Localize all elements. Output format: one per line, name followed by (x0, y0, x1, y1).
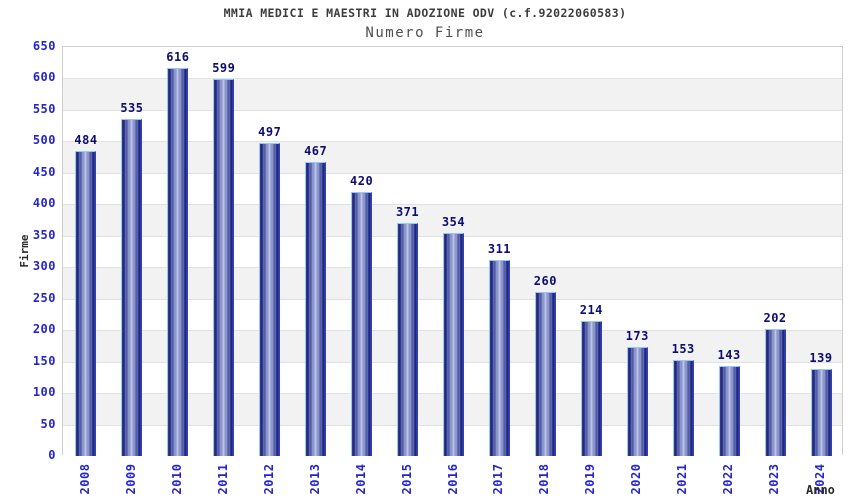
bar-value-label: 202 (763, 310, 787, 325)
y-tick-label: 50 (40, 417, 56, 431)
plot-band (63, 172, 842, 205)
y-tick-label: 150 (32, 354, 56, 368)
bar-value-label: 139 (809, 350, 833, 365)
x-tick-label: 2023 (767, 463, 782, 495)
y-tick-label: 600 (32, 70, 56, 84)
bar-2019 (580, 321, 602, 456)
plot-band (63, 204, 842, 236)
y-tick-label: 200 (32, 322, 56, 336)
gridline (63, 173, 842, 174)
bar-value-label: 260 (533, 274, 557, 289)
x-tick-label: 2022 (721, 463, 736, 495)
y-tick-label: 300 (32, 259, 56, 273)
x-tick-label: 2017 (491, 463, 506, 495)
bar-2022 (718, 366, 740, 456)
chart-subtitle: Numero Firme (365, 25, 485, 41)
bar-value-label: 371 (395, 204, 420, 219)
x-tick-label: 2014 (353, 463, 368, 495)
x-tick-label: 2008 (77, 463, 92, 495)
bar-value-label: 599 (212, 61, 236, 76)
bar-value-label: 143 (717, 348, 741, 363)
chart-title: MMIA MEDICI E MAESTRI IN ADOZIONE ODV (c… (223, 6, 627, 20)
bar-2009 (121, 119, 143, 456)
bar-2014 (351, 191, 373, 456)
x-tick-label: 2009 (123, 463, 138, 495)
x-tick-label: 2010 (169, 463, 184, 495)
bar-value-label: 497 (258, 125, 282, 140)
x-tick-label: 2013 (307, 463, 322, 495)
plot-band (63, 78, 842, 110)
bar-value-label: 311 (487, 242, 512, 257)
bar-2018 (534, 292, 556, 456)
bar-2016 (443, 233, 464, 456)
gridline (63, 204, 842, 205)
bar-value-label: 484 (74, 133, 98, 148)
y-tick-label: 250 (32, 291, 56, 305)
x-axis-title: Anno (806, 483, 835, 497)
plot-band (63, 141, 842, 173)
bar-2012 (259, 143, 281, 456)
x-tick-label: 2021 (675, 463, 690, 495)
x-tick-label: 2018 (537, 463, 552, 495)
bar-value-label: 535 (120, 101, 144, 116)
y-tick-label: 100 (32, 385, 56, 399)
bar-value-label: 616 (166, 50, 190, 65)
x-tick-label: 2016 (445, 463, 460, 495)
y-tick-label: 650 (32, 39, 56, 53)
plot-band (63, 47, 842, 79)
y-tick-label: 450 (32, 165, 56, 179)
x-tick-label: 2012 (261, 463, 276, 495)
x-tick-label: 2011 (215, 463, 230, 495)
y-tick-label: 350 (32, 228, 56, 242)
bar-2015 (397, 222, 419, 456)
bar-2024 (810, 368, 832, 456)
bar-2011 (213, 79, 235, 456)
bar-2017 (488, 260, 510, 456)
x-tick-label: 2020 (629, 463, 644, 495)
bar-2008 (75, 151, 97, 456)
plot-band (63, 109, 842, 142)
bar-value-label: 173 (625, 329, 649, 344)
y-tick-label: 550 (32, 102, 56, 116)
bar-value-label: 354 (441, 215, 466, 230)
bar-2021 (672, 359, 694, 456)
y-tick-label: 500 (32, 133, 56, 147)
bar-2020 (626, 347, 648, 456)
gridline (63, 110, 842, 111)
x-tick-label: 2019 (583, 463, 598, 495)
y-tick-label: 0 (48, 448, 56, 462)
bar-value-label: 214 (579, 303, 603, 318)
bar-value-label: 420 (350, 173, 374, 188)
bar-value-label: 153 (671, 341, 695, 356)
gridline (63, 141, 842, 142)
bar-2013 (305, 162, 327, 456)
gridline (63, 78, 842, 79)
plot-area: 484 535 616 599 497 467 420 371 354 311 260 214 173 1… (62, 46, 843, 456)
bar-value-label: 467 (304, 144, 328, 159)
bar-2010 (167, 68, 189, 456)
bar-2023 (764, 328, 786, 456)
y-tick-label: 400 (32, 196, 56, 210)
x-tick-label: 2015 (399, 463, 414, 495)
